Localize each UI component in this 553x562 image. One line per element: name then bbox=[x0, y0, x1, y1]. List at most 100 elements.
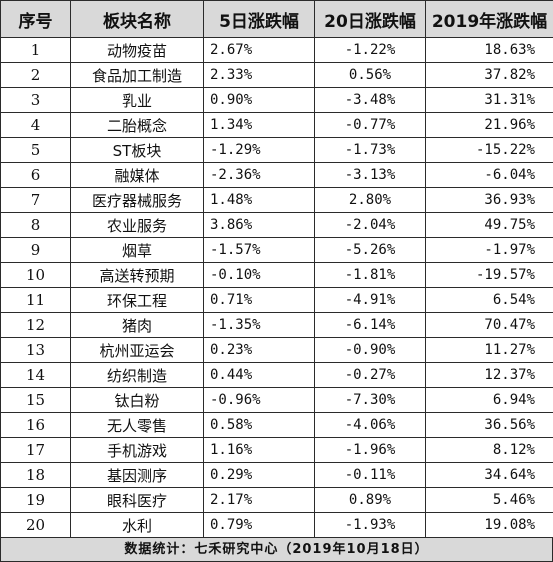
cell-sector: 无人零售 bbox=[70, 412, 204, 438]
cell-index: 15 bbox=[0, 387, 71, 413]
cell-change-2019: 6.54% bbox=[425, 287, 553, 313]
cell-change-5d: 0.23% bbox=[203, 337, 315, 363]
cell-change-5d: 2.17% bbox=[203, 487, 315, 513]
table-row: 4 二胎概念 1.34% -0.77% 21.96% bbox=[0, 112, 553, 138]
cell-change-5d: -0.10% bbox=[203, 262, 315, 288]
cell-sector: 水利 bbox=[70, 512, 204, 538]
cell-sector: 烟草 bbox=[70, 237, 204, 263]
cell-change-20d: -4.91% bbox=[314, 287, 426, 313]
cell-change-2019: 19.08% bbox=[425, 512, 553, 538]
cell-change-20d: -7.30% bbox=[314, 387, 426, 413]
source-footer: 数据统计：七禾研究中心（2019年10月18日） bbox=[0, 537, 553, 562]
table-row: 7 医疗器械服务 1.48% 2.80% 36.93% bbox=[0, 187, 553, 213]
cell-change-20d: 2.80% bbox=[314, 187, 426, 213]
header-sector: 板块名称 bbox=[70, 0, 204, 38]
cell-index: 4 bbox=[0, 112, 71, 138]
cell-change-2019: 34.64% bbox=[425, 462, 553, 488]
table-row: 13 杭州亚运会 0.23% -0.90% 11.27% bbox=[0, 337, 553, 363]
cell-index: 11 bbox=[0, 287, 71, 313]
header-change-5d: 5日涨跌幅 bbox=[203, 0, 315, 38]
sector-table: 序号 板块名称 5日涨跌幅 20日涨跌幅 2019年涨跌幅 1 动物疫苗 2.67%… bbox=[0, 0, 553, 538]
cell-index: 1 bbox=[0, 37, 71, 63]
cell-index: 5 bbox=[0, 137, 71, 163]
cell-change-20d: -1.22% bbox=[314, 37, 426, 63]
cell-change-2019: 21.96% bbox=[425, 112, 553, 138]
cell-change-2019: 8.12% bbox=[425, 437, 553, 463]
cell-change-20d: -1.96% bbox=[314, 437, 426, 463]
cell-sector: 食品加工制造 bbox=[70, 62, 204, 88]
header-change-20d: 20日涨跌幅 bbox=[314, 0, 426, 38]
cell-index: 20 bbox=[0, 512, 71, 538]
cell-change-20d: -6.14% bbox=[314, 312, 426, 338]
cell-sector: 杭州亚运会 bbox=[70, 337, 204, 363]
cell-sector: 乳业 bbox=[70, 87, 204, 113]
cell-change-5d: -0.96% bbox=[203, 387, 315, 413]
cell-index: 13 bbox=[0, 337, 71, 363]
cell-sector: 医疗器械服务 bbox=[70, 187, 204, 213]
cell-change-5d: 1.34% bbox=[203, 112, 315, 138]
table-body: 1 动物疫苗 2.67% -1.22% 18.63% 2 食品加工制造 2.33% 0.56% 3… bbox=[0, 37, 553, 538]
cell-change-5d: -2.36% bbox=[203, 162, 315, 188]
cell-change-2019: -6.04% bbox=[425, 162, 553, 188]
cell-sector: 动物疫苗 bbox=[70, 37, 204, 63]
cell-change-20d: -4.06% bbox=[314, 412, 426, 438]
cell-index: 18 bbox=[0, 462, 71, 488]
cell-change-20d: -0.11% bbox=[314, 462, 426, 488]
cell-index: 19 bbox=[0, 487, 71, 513]
cell-index: 17 bbox=[0, 437, 71, 463]
cell-change-2019: 18.63% bbox=[425, 37, 553, 63]
table-row: 11 环保工程 0.71% -4.91% 6.54% bbox=[0, 287, 553, 313]
cell-change-2019: 36.93% bbox=[425, 187, 553, 213]
cell-change-2019: 5.46% bbox=[425, 487, 553, 513]
cell-change-20d: 0.89% bbox=[314, 487, 426, 513]
cell-change-20d: -3.13% bbox=[314, 162, 426, 188]
table-row: 17 手机游戏 1.16% -1.96% 8.12% bbox=[0, 437, 553, 463]
table-row: 16 无人零售 0.58% -4.06% 36.56% bbox=[0, 412, 553, 438]
cell-change-20d: 0.56% bbox=[314, 62, 426, 88]
cell-change-5d: 1.48% bbox=[203, 187, 315, 213]
table-row: 19 眼科医疗 2.17% 0.89% 5.46% bbox=[0, 487, 553, 513]
cell-sector: 手机游戏 bbox=[70, 437, 204, 463]
cell-index: 6 bbox=[0, 162, 71, 188]
cell-change-2019: -1.97% bbox=[425, 237, 553, 263]
cell-change-20d: -0.27% bbox=[314, 362, 426, 388]
cell-change-2019: 36.56% bbox=[425, 412, 553, 438]
cell-change-5d: 0.90% bbox=[203, 87, 315, 113]
cell-change-20d: -5.26% bbox=[314, 237, 426, 263]
cell-index: 16 bbox=[0, 412, 71, 438]
cell-sector: 基因测序 bbox=[70, 462, 204, 488]
cell-change-2019: 37.82% bbox=[425, 62, 553, 88]
cell-sector: 钛白粉 bbox=[70, 387, 204, 413]
cell-sector: 猪肉 bbox=[70, 312, 204, 338]
cell-index: 12 bbox=[0, 312, 71, 338]
cell-index: 2 bbox=[0, 62, 71, 88]
cell-change-5d: 1.16% bbox=[203, 437, 315, 463]
cell-change-5d: -1.35% bbox=[203, 312, 315, 338]
cell-change-20d: -1.81% bbox=[314, 262, 426, 288]
cell-change-2019: 12.37% bbox=[425, 362, 553, 388]
table-row: 14 纺织制造 0.44% -0.27% 12.37% bbox=[0, 362, 553, 388]
cell-sector: ST板块 bbox=[70, 137, 204, 163]
cell-change-20d: -2.04% bbox=[314, 212, 426, 238]
cell-change-20d: -1.73% bbox=[314, 137, 426, 163]
cell-index: 3 bbox=[0, 87, 71, 113]
cell-change-2019: 49.75% bbox=[425, 212, 553, 238]
cell-change-20d: -0.90% bbox=[314, 337, 426, 363]
cell-change-2019: -19.57% bbox=[425, 262, 553, 288]
cell-index: 7 bbox=[0, 187, 71, 213]
cell-change-20d: -0.77% bbox=[314, 112, 426, 138]
cell-change-20d: -3.48% bbox=[314, 87, 426, 113]
cell-sector: 农业服务 bbox=[70, 212, 204, 238]
cell-change-5d: 0.29% bbox=[203, 462, 315, 488]
cell-change-5d: 2.33% bbox=[203, 62, 315, 88]
header-index: 序号 bbox=[0, 0, 71, 38]
header-row: 序号 板块名称 5日涨跌幅 20日涨跌幅 2019年涨跌幅 bbox=[0, 0, 553, 38]
cell-change-5d: -1.57% bbox=[203, 237, 315, 263]
table-row: 15 钛白粉 -0.96% -7.30% 6.94% bbox=[0, 387, 553, 413]
cell-index: 14 bbox=[0, 362, 71, 388]
cell-sector: 二胎概念 bbox=[70, 112, 204, 138]
cell-change-5d: 0.58% bbox=[203, 412, 315, 438]
cell-sector: 高送转预期 bbox=[70, 262, 204, 288]
cell-change-2019: 70.47% bbox=[425, 312, 553, 338]
